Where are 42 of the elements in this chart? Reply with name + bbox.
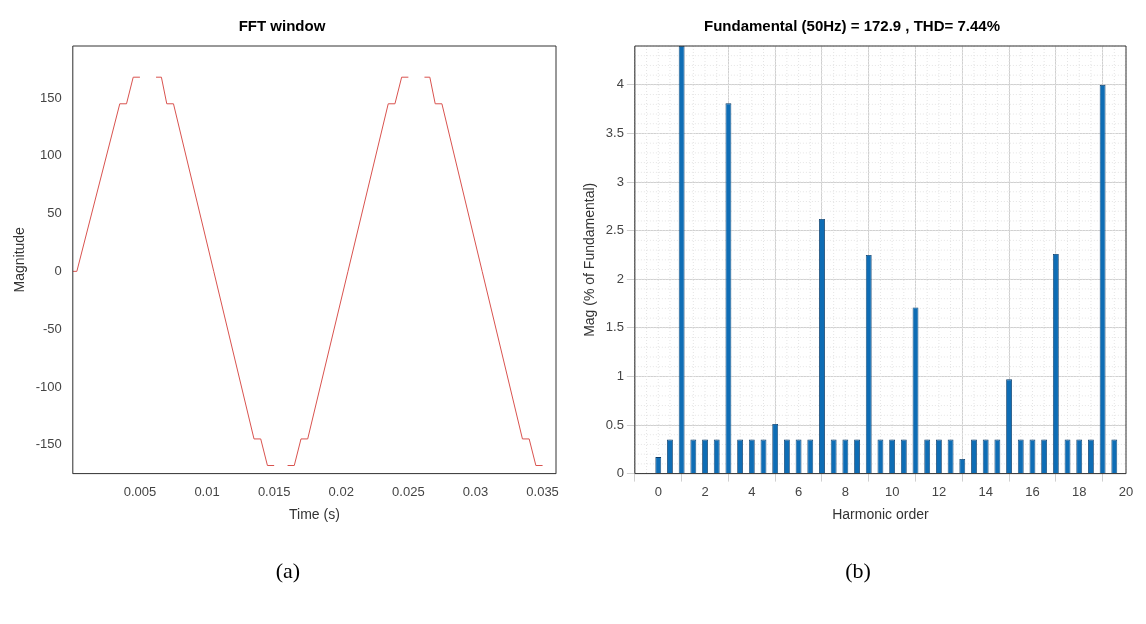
x-tick-label: 0.025 xyxy=(392,483,425,499)
x-axis-title: Time (s) xyxy=(289,506,340,523)
x-tick-label: 0.02 xyxy=(328,483,354,499)
x-tick-label: 10 xyxy=(884,483,900,499)
x-tick-label: 16 xyxy=(1025,483,1040,499)
y-tick-label: 3.5 xyxy=(605,125,624,141)
y-tick-label: 0.5 xyxy=(605,416,624,432)
x-tick-label: 18 xyxy=(1071,483,1087,499)
x-tick-label: 6 xyxy=(794,483,803,499)
y-tick-label: -150 xyxy=(35,436,62,452)
x-axis-title: Harmonic order xyxy=(832,506,930,523)
y-tick-label: 2 xyxy=(616,270,624,286)
x-tick-label: 0.01 xyxy=(194,483,220,499)
chart-title: Fundamental (50Hz) = 172.9 , THD= 7.44% xyxy=(704,17,1000,35)
x-tick-label: 4 xyxy=(748,483,756,499)
y-tick-label: -50 xyxy=(43,320,62,336)
x-tick-label: 0.005 xyxy=(123,483,157,499)
x-tick-label: 8 xyxy=(841,483,849,499)
x-tick-label: 0.03 xyxy=(462,483,489,499)
x-tick-label: 2 xyxy=(701,483,709,499)
chart-title: FFT window xyxy=(238,17,326,35)
y-tick-label: 1 xyxy=(616,368,624,383)
y-axis-title: Mag (% of Fundamental) xyxy=(581,182,598,337)
y-tick-label: 2.5 xyxy=(605,222,624,238)
x-tick-label: 0.035 xyxy=(526,483,559,499)
x-tick-label: 20 xyxy=(1118,483,1134,499)
y-tick-label: 0 xyxy=(54,262,62,278)
y-tick-label: 50 xyxy=(47,205,62,221)
y-tick-label: 1.5 xyxy=(605,319,624,335)
y-tick-label: 3 xyxy=(616,173,624,189)
y-tick-label: 4 xyxy=(616,76,624,92)
y-axis-title: Magnitude xyxy=(11,226,28,293)
y-tick-label: 100 xyxy=(40,147,62,163)
y-tick-label: 0 xyxy=(616,465,624,481)
x-tick-label: 0.015 xyxy=(257,483,291,499)
x-tick-label: 12 xyxy=(931,483,947,499)
x-tick-label: 14 xyxy=(978,483,993,499)
y-tick-label: -100 xyxy=(35,378,62,394)
text: (a) xyxy=(274,558,302,584)
text: (b) xyxy=(844,558,872,584)
x-tick-label: 0 xyxy=(654,483,662,499)
y-tick-label: 150 xyxy=(40,89,62,105)
